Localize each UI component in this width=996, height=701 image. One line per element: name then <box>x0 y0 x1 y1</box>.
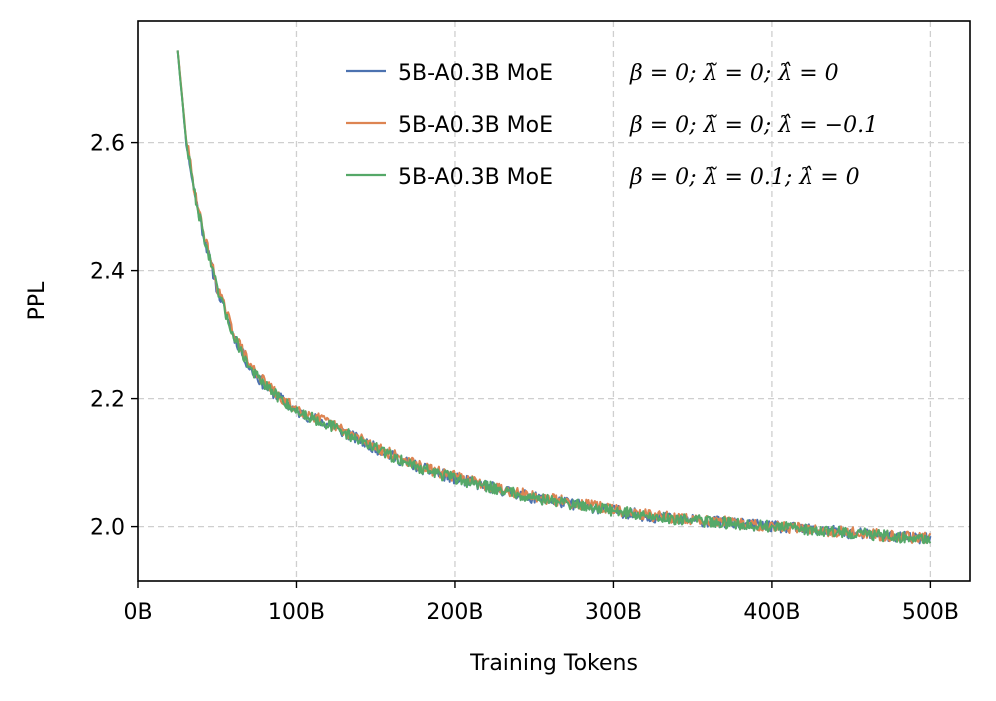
plot-frame <box>137 20 971 582</box>
x-tick-label: 0B <box>123 600 152 625</box>
y-tick-label: 2.0 <box>90 516 125 541</box>
legend-label-1: 5B-A0.3B MoE <box>398 61 553 86</box>
x-tick-label: 100B <box>268 600 325 625</box>
x-axis-ticks: 0B 100B 200B 300B 400B 500B <box>123 581 959 625</box>
x-tick-label: 400B <box>743 600 800 625</box>
y-tick-label: 2.2 <box>90 388 125 413</box>
y-axis-ticks: 2.0 2.2 2.4 2.6 <box>90 132 138 541</box>
series-line-3 <box>176 50 932 545</box>
legend-math-1: β = 0; λ̃ = 0; λ̂ = 0 <box>629 61 839 86</box>
legend-label-3: 5B-A0.3B MoE <box>398 165 553 190</box>
x-tick-label: 500B <box>902 600 959 625</box>
legend-label-2: 5B-A0.3B MoE <box>398 113 553 138</box>
y-axis-label: PPL <box>25 281 50 321</box>
x-tick-label: 200B <box>426 600 483 625</box>
y-tick-label: 2.4 <box>90 260 125 285</box>
legend-math-3: β = 0; λ̃ = 0.1; λ̂ = 0 <box>629 165 860 190</box>
legend-math-2: β = 0; λ̃ = 0; λ̂ = −0.1 <box>629 113 878 138</box>
x-tick-label: 300B <box>585 600 642 625</box>
legend: 5B-A0.3B MoE β = 0; λ̃ = 0; λ̂ = 0 5B-A0.3… <box>346 61 878 190</box>
series-lines <box>176 50 932 545</box>
x-axis-label: Training Tokens <box>469 651 638 676</box>
y-tick-label: 2.6 <box>90 132 125 157</box>
grid <box>138 21 970 581</box>
